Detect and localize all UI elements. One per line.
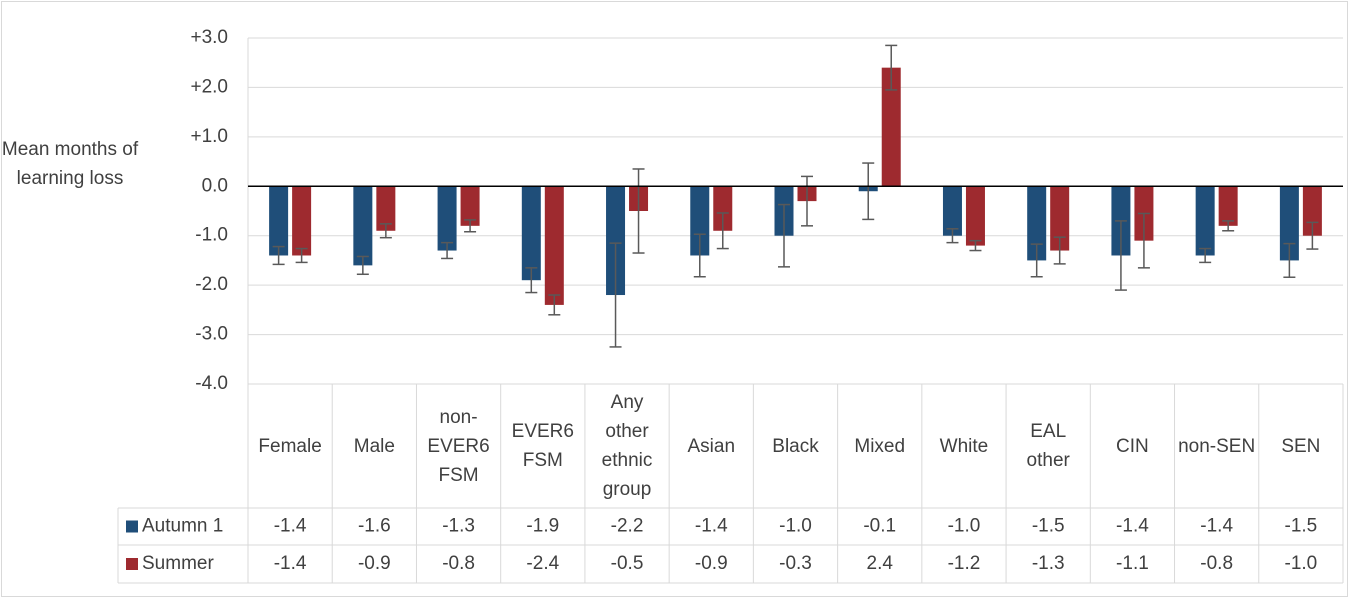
bar xyxy=(1218,186,1238,226)
y-tick-label: -1.0 xyxy=(195,225,228,246)
bar xyxy=(437,186,457,251)
table-value: -1.5 xyxy=(1032,516,1065,537)
y-axis-label: Mean months of learning loss xyxy=(1,139,139,189)
bar xyxy=(292,186,312,256)
bar xyxy=(881,67,901,187)
table-value: 2.4 xyxy=(867,553,894,574)
bar xyxy=(376,186,396,231)
bar xyxy=(460,186,480,226)
bar xyxy=(353,186,373,266)
bar xyxy=(690,186,710,256)
table-value: -0.9 xyxy=(358,553,391,574)
x-tick-label: White xyxy=(939,435,989,457)
bar xyxy=(269,186,289,256)
x-tick-label: Black xyxy=(772,435,819,457)
bar xyxy=(1302,186,1322,236)
table-value: -1.2 xyxy=(948,553,981,574)
x-tick-label: Mixed xyxy=(854,435,906,457)
table-value: -1.4 xyxy=(274,553,307,574)
table-value: -1.9 xyxy=(526,516,559,537)
legend-swatch xyxy=(126,558,138,570)
table-value: -1.1 xyxy=(1116,553,1149,574)
bar xyxy=(544,186,564,305)
table-value: -0.9 xyxy=(695,553,728,574)
x-tick-label: EAL other xyxy=(1026,421,1070,471)
bar xyxy=(1050,186,1070,251)
x-tick-label: Asian xyxy=(687,435,736,457)
table-value: -1.5 xyxy=(1285,516,1318,537)
legend-label: Summer xyxy=(142,553,214,574)
bar xyxy=(942,186,962,236)
bar xyxy=(1195,186,1215,256)
bar xyxy=(606,186,626,296)
table-value: -2.2 xyxy=(611,516,644,537)
x-tick-label: Any other ethnic group xyxy=(601,392,653,500)
x-tick-label: EVER6 FSM xyxy=(511,421,574,471)
y-tick-label: +2.0 xyxy=(190,76,228,97)
table-value: -1.4 xyxy=(695,516,728,537)
x-tick-label: Male xyxy=(353,435,395,457)
x-tick-label: SEN xyxy=(1281,435,1321,457)
bar xyxy=(1027,186,1047,261)
x-tick-label: Female xyxy=(258,435,322,457)
table-value: -0.5 xyxy=(611,553,644,574)
table-value: -0.8 xyxy=(1200,553,1233,574)
table-value: -1.3 xyxy=(1032,553,1065,574)
table-value: -0.3 xyxy=(779,553,812,574)
y-tick-label: -3.0 xyxy=(195,324,228,345)
bar xyxy=(1279,186,1299,261)
table-value: -1.0 xyxy=(779,516,812,537)
table-value: -1.4 xyxy=(1200,516,1233,537)
table-value: -1.6 xyxy=(358,516,391,537)
x-tick-label: non-EVER6 FSM xyxy=(427,406,490,486)
y-tick-label: -2.0 xyxy=(195,274,228,295)
bar xyxy=(965,186,985,246)
y-tick-label: 0.0 xyxy=(202,175,228,196)
table-value: -1.0 xyxy=(948,516,981,537)
bar xyxy=(713,186,733,231)
table-value: -2.4 xyxy=(526,553,559,574)
y-tick-label: +3.0 xyxy=(190,27,228,48)
x-tick-label: CIN xyxy=(1116,435,1149,457)
table-value: -0.8 xyxy=(442,553,475,574)
table-value: -1.0 xyxy=(1285,553,1318,574)
table-value: -1.3 xyxy=(442,516,475,537)
table-value: -0.1 xyxy=(863,516,896,537)
table-value: -1.4 xyxy=(1116,516,1149,537)
bar xyxy=(521,186,541,281)
legend-swatch xyxy=(126,520,138,533)
y-tick-label: +1.0 xyxy=(190,126,228,147)
x-tick-label: non-SEN xyxy=(1178,435,1256,457)
table-value: -1.4 xyxy=(274,516,307,537)
y-tick-label: -4.0 xyxy=(195,373,228,394)
legend-label: Autumn 1 xyxy=(142,516,223,537)
